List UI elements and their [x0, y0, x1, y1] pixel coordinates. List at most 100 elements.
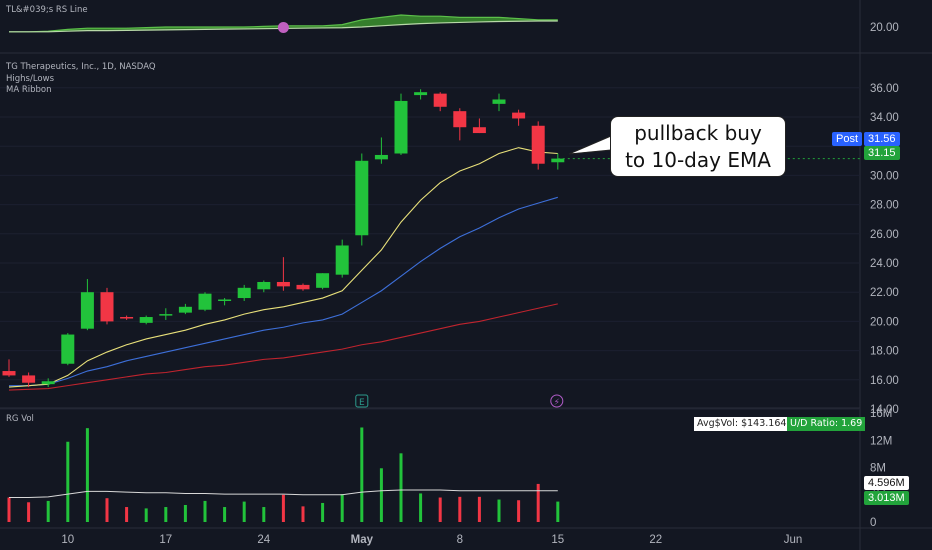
time-tick-label: 8: [457, 534, 463, 546]
time-tick-label: 17: [159, 534, 172, 546]
candle-body: [394, 100, 408, 154]
price-tick-label: 24.00: [870, 258, 899, 270]
volume-bar: [438, 497, 442, 522]
ma50-line: [8, 303, 558, 391]
candle-body: [257, 281, 271, 290]
earnings-marker-label: E: [359, 398, 365, 408]
rs-new-high-marker: [277, 21, 289, 33]
volume-bar: [321, 502, 325, 522]
volume-bar: [379, 468, 383, 522]
candle-body: [276, 281, 290, 287]
volume-bar: [536, 483, 540, 522]
volume-tick-label: 16M: [870, 408, 892, 420]
volume-bar: [144, 508, 148, 522]
price-tick-label: 14.00: [870, 404, 899, 416]
annotation-pointer-fill: [573, 137, 612, 153]
candle-body: [374, 154, 388, 160]
candle-body: [100, 292, 114, 322]
volume-tick-label: 12M: [870, 435, 892, 447]
volume-bar: [517, 500, 521, 522]
price-tick-label: 26.00: [870, 229, 899, 241]
earnings-marker-icon: [355, 394, 369, 408]
candle-body: [433, 93, 447, 107]
volume-bar: [262, 507, 266, 522]
candle-body: [159, 314, 173, 316]
candle-body: [355, 160, 369, 236]
candle-body: [414, 92, 428, 96]
annotation-line-1: pullback buy: [634, 121, 762, 145]
candle-body: [2, 371, 16, 376]
candle-body: [531, 125, 545, 164]
ma21-line: [9, 196, 558, 387]
volume-bar: [399, 453, 403, 522]
candle-body: [316, 273, 330, 288]
volume-bar: [46, 500, 50, 522]
ema10-line: [8, 147, 558, 388]
volume-bar: [164, 507, 168, 522]
indicator-ma-ribbon: MA Ribbon: [6, 85, 52, 95]
rs-line-label: TL&#039;s RS Line: [6, 5, 88, 15]
last-volume-badge: 3.013M: [864, 491, 909, 505]
annotation-line-2: to 10-day EMA: [625, 148, 771, 172]
volume-bar: [242, 501, 246, 522]
annotation-callout: pullback buy to 10-day EMA: [610, 116, 786, 177]
candle-body: [178, 306, 192, 313]
volume-bar: [458, 496, 462, 522]
candle-body: [41, 381, 55, 385]
time-tick-label: 15: [551, 534, 564, 546]
volume-bar: [497, 499, 501, 522]
volume-tick-label: 0: [870, 517, 876, 529]
candle-body: [492, 99, 506, 104]
time-tick-label: 10: [61, 534, 74, 546]
volume-bar: [183, 505, 187, 522]
volume-bar: [7, 497, 11, 522]
volume-bar: [477, 496, 481, 522]
volume-tick-label: 8M: [870, 463, 886, 475]
candle-body: [198, 293, 212, 310]
volume-bar: [85, 428, 89, 522]
price-chart-title: TG Therapeutics, Inc., 1D, NASDAQ: [6, 62, 156, 72]
volume-bar: [105, 498, 109, 522]
post-price-badge: 31.56: [864, 132, 900, 146]
price-tick-label: 16.00: [870, 375, 899, 387]
time-tick-label: 24: [257, 534, 270, 546]
candle-body: [335, 245, 349, 275]
news-marker-icon: [550, 394, 564, 408]
post-badge: Post: [832, 132, 863, 146]
price-tick-label: 18.00: [870, 346, 899, 358]
volume-bar: [125, 507, 129, 522]
volume-bar: [419, 493, 423, 522]
price-tick-label: 28.00: [870, 200, 899, 212]
candle-body: [472, 127, 486, 134]
candle-body: [80, 292, 94, 329]
time-tick-label: 22: [649, 534, 662, 546]
rs-tick-label: 20.00: [870, 22, 899, 34]
candle-body: [120, 317, 134, 319]
price-tick-label: 22.00: [870, 287, 899, 299]
volume-average-line: [9, 489, 558, 499]
volume-bar: [27, 502, 31, 522]
candle-body: [139, 317, 153, 323]
rs-line-area: [9, 15, 558, 32]
volume-bar: [66, 441, 70, 522]
volume-bar: [301, 506, 305, 522]
volume-bar: [360, 427, 364, 522]
volume-bar: [556, 501, 560, 522]
volume-bar: [340, 494, 344, 522]
price-tick-label: 36.00: [870, 83, 899, 95]
time-tick-label: Jun: [784, 534, 803, 546]
avg-volume-badge: 4.596M: [864, 476, 909, 490]
volume-label: RG Vol: [6, 414, 34, 424]
candle-body: [22, 375, 36, 383]
candle-body: [237, 287, 251, 299]
volume-bar: [223, 507, 227, 522]
last-price-badge: 31.15: [864, 146, 900, 160]
avg-dollar-volume-badge: Avg$Vol: $143.164M: [694, 417, 798, 431]
candle-body: [296, 284, 310, 290]
candle-body: [512, 112, 526, 119]
price-tick-label: 34.00: [870, 112, 899, 124]
ud-ratio-badge: U/D Ratio: 1.69: [787, 417, 866, 431]
candle-body: [61, 334, 75, 364]
candle-body: [453, 111, 467, 128]
